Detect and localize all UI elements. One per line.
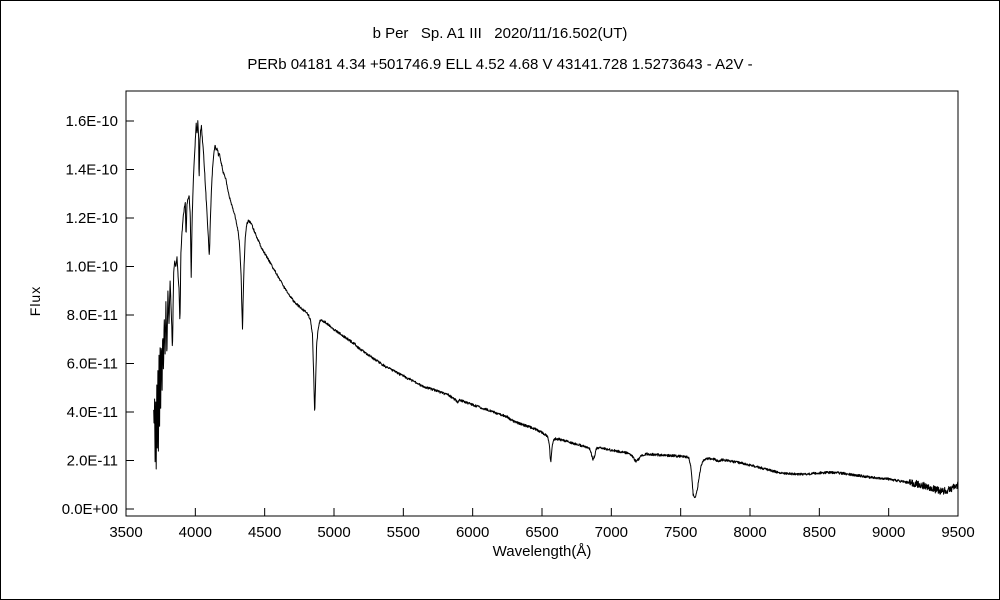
chart-subtitle: PERb 04181 4.34 +501746.9 ELL 4.52 4.68 … — [247, 56, 753, 73]
x-tick-label: 7000 — [595, 524, 628, 541]
x-tick-label: 3500 — [109, 524, 142, 541]
y-tick-label: 6.0E-11 — [67, 356, 118, 373]
x-axis-title: Wavelength(Å) — [492, 543, 592, 560]
x-tick-label: 6500 — [525, 524, 558, 541]
x-tick-label: 4500 — [248, 524, 281, 541]
plot-frame — [125, 90, 959, 517]
x-tick-label: 6000 — [456, 524, 489, 541]
y-tick-label: 1.2E-10 — [65, 210, 118, 227]
y-tick-label: 4.0E-11 — [67, 404, 118, 421]
y-tick-label: 2.0E-11 — [67, 453, 118, 470]
x-tick-label: 9000 — [872, 524, 905, 541]
y-tick-label: 1.4E-10 — [65, 162, 118, 179]
spectrum-trace — [153, 120, 959, 499]
y-tick-label: 0.0E+00 — [62, 501, 118, 518]
x-tick-label: 4000 — [179, 524, 212, 541]
chart-title: b Per Sp. A1 III 2020/11/16.502(UT) — [372, 25, 628, 42]
x-tick-label: 8000 — [733, 524, 766, 541]
x-tick-label: 5500 — [387, 524, 420, 541]
x-tick-label: 8500 — [803, 524, 836, 541]
x-tick-label: 5000 — [317, 524, 350, 541]
y-tick-label: 8.0E-11 — [67, 307, 118, 324]
x-tick-label: 7500 — [664, 524, 697, 541]
y-tick-label: 1.0E-10 — [65, 259, 118, 276]
y-tick-label: 1.6E-10 — [65, 113, 118, 130]
x-tick-label: 9500 — [941, 524, 974, 541]
